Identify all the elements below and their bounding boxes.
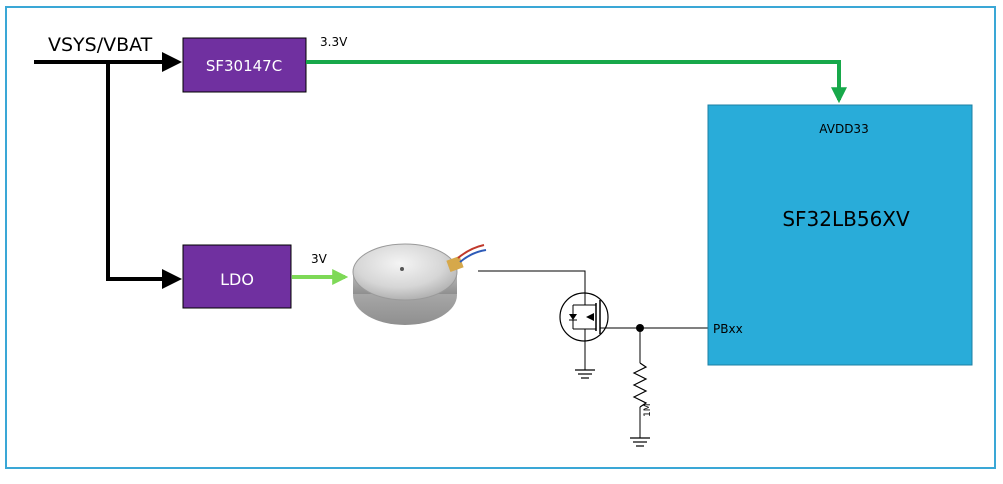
mosfet-symbol: [559, 292, 640, 342]
ldo-block: [182, 244, 292, 309]
ground-symbol-mosfet: [575, 369, 595, 379]
mcu-block: [707, 104, 973, 366]
regulator-block: [182, 37, 307, 93]
rail-3v-label: 3V: [311, 252, 328, 266]
vibration-motor-image: [352, 243, 487, 325]
ground-symbol-resistor: [630, 437, 650, 447]
diagram-frame: [5, 6, 996, 469]
pbxx-pin-label: PBxx: [713, 322, 743, 336]
resistor-symbol: [632, 362, 648, 408]
input-rail-label: VSYS/VBAT: [48, 34, 153, 56]
motor-drain-wire: [478, 270, 586, 295]
rail-33v-label: 3.3V: [320, 35, 348, 49]
avdd-pin-label: AVDD33: [819, 122, 868, 136]
ldo-label: LDO: [220, 270, 254, 289]
mcu-label: SF32LB56XV: [782, 207, 910, 231]
regulator-label: SF30147C: [206, 57, 282, 75]
ldo-feed-wire: [106, 62, 182, 289]
resistor-label: 1M: [643, 404, 653, 418]
rail-33v-wire: [306, 60, 847, 104]
